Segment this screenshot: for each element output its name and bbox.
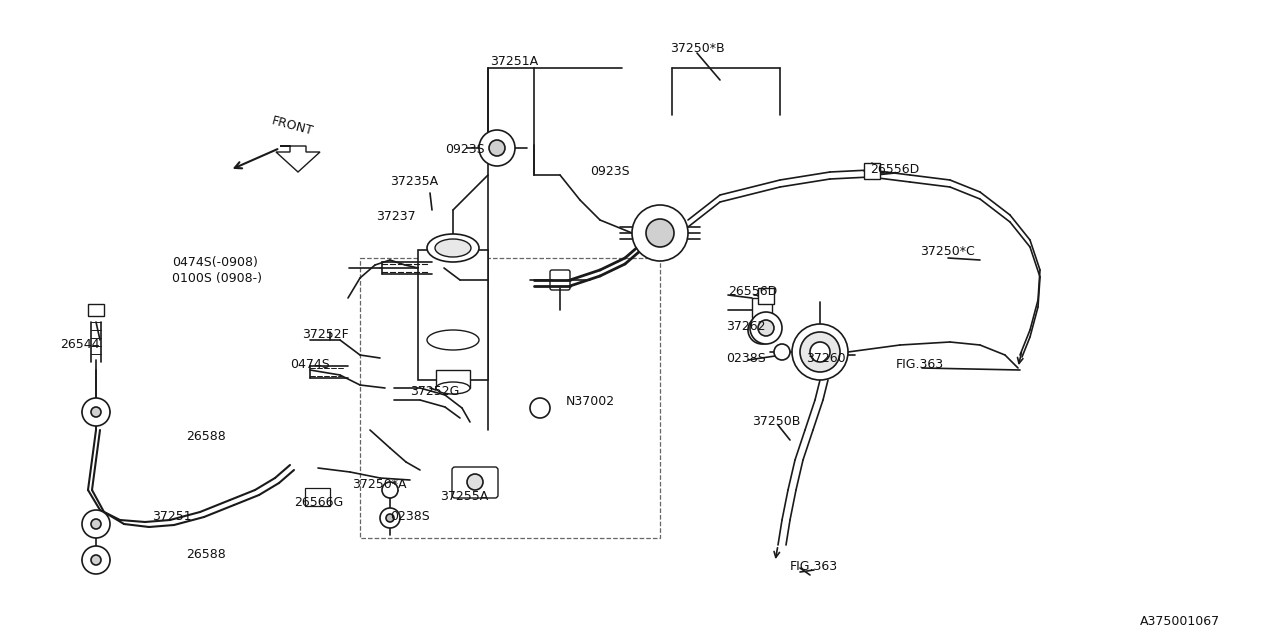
Text: 37260: 37260: [806, 352, 846, 365]
Text: FIG.363: FIG.363: [896, 358, 945, 371]
Text: 37252G: 37252G: [410, 385, 460, 398]
Bar: [436, 370, 470, 388]
Text: 37251A: 37251A: [490, 55, 538, 68]
Text: 0474S(-0908): 0474S(-0908): [172, 256, 257, 269]
Text: 0474S: 0474S: [291, 358, 330, 371]
Text: 37250B: 37250B: [753, 415, 800, 428]
Ellipse shape: [428, 234, 479, 262]
Text: FRONT: FRONT: [270, 115, 315, 138]
Text: 0238S: 0238S: [726, 352, 765, 365]
Text: A375001067: A375001067: [1140, 615, 1220, 628]
Text: 26588: 26588: [186, 548, 225, 561]
Circle shape: [646, 219, 675, 247]
Circle shape: [489, 140, 506, 156]
Text: 0923S: 0923S: [445, 143, 485, 156]
Text: 0100S (0908-): 0100S (0908-): [172, 272, 262, 285]
Circle shape: [381, 482, 398, 498]
Text: 37252F: 37252F: [302, 328, 348, 341]
Circle shape: [82, 510, 110, 538]
Ellipse shape: [428, 330, 479, 350]
Text: 37250*A: 37250*A: [352, 478, 407, 491]
Bar: [305, 488, 330, 506]
Circle shape: [387, 514, 394, 522]
Circle shape: [758, 320, 774, 336]
Text: 37237: 37237: [376, 210, 416, 223]
Circle shape: [91, 407, 101, 417]
Text: 26556D: 26556D: [870, 163, 919, 176]
Text: 26544: 26544: [60, 338, 100, 351]
Circle shape: [467, 474, 483, 490]
Text: 0923S: 0923S: [590, 165, 630, 178]
Circle shape: [810, 342, 829, 362]
Circle shape: [750, 312, 782, 344]
Text: 37250*C: 37250*C: [920, 245, 975, 258]
Circle shape: [479, 130, 515, 166]
Text: 37255A: 37255A: [440, 490, 488, 503]
Circle shape: [82, 398, 110, 426]
Circle shape: [800, 332, 840, 372]
Circle shape: [632, 205, 689, 261]
Text: 37250*B: 37250*B: [669, 42, 724, 55]
FancyBboxPatch shape: [88, 304, 104, 316]
Ellipse shape: [436, 382, 470, 394]
Bar: [419, 250, 488, 380]
Text: 0238S: 0238S: [390, 510, 430, 523]
Bar: [753, 298, 772, 318]
Circle shape: [380, 508, 399, 528]
Circle shape: [82, 546, 110, 574]
Text: 26566G: 26566G: [294, 496, 343, 509]
Text: 37235A: 37235A: [390, 175, 438, 188]
Text: FIG.363: FIG.363: [790, 560, 838, 573]
Text: 37262: 37262: [726, 320, 765, 333]
Circle shape: [792, 324, 849, 380]
Bar: [864, 163, 881, 179]
Text: N37002: N37002: [566, 395, 616, 408]
Bar: [360, 258, 660, 538]
Circle shape: [748, 316, 776, 344]
Circle shape: [91, 555, 101, 565]
Circle shape: [91, 519, 101, 529]
Ellipse shape: [435, 239, 471, 257]
Text: 26556D: 26556D: [728, 285, 777, 298]
Circle shape: [530, 398, 550, 418]
FancyBboxPatch shape: [452, 467, 498, 498]
Circle shape: [774, 344, 790, 360]
Text: 37251: 37251: [152, 510, 192, 523]
FancyBboxPatch shape: [550, 270, 570, 290]
Bar: [758, 288, 774, 304]
Polygon shape: [276, 146, 320, 172]
Text: 26588: 26588: [186, 430, 225, 443]
